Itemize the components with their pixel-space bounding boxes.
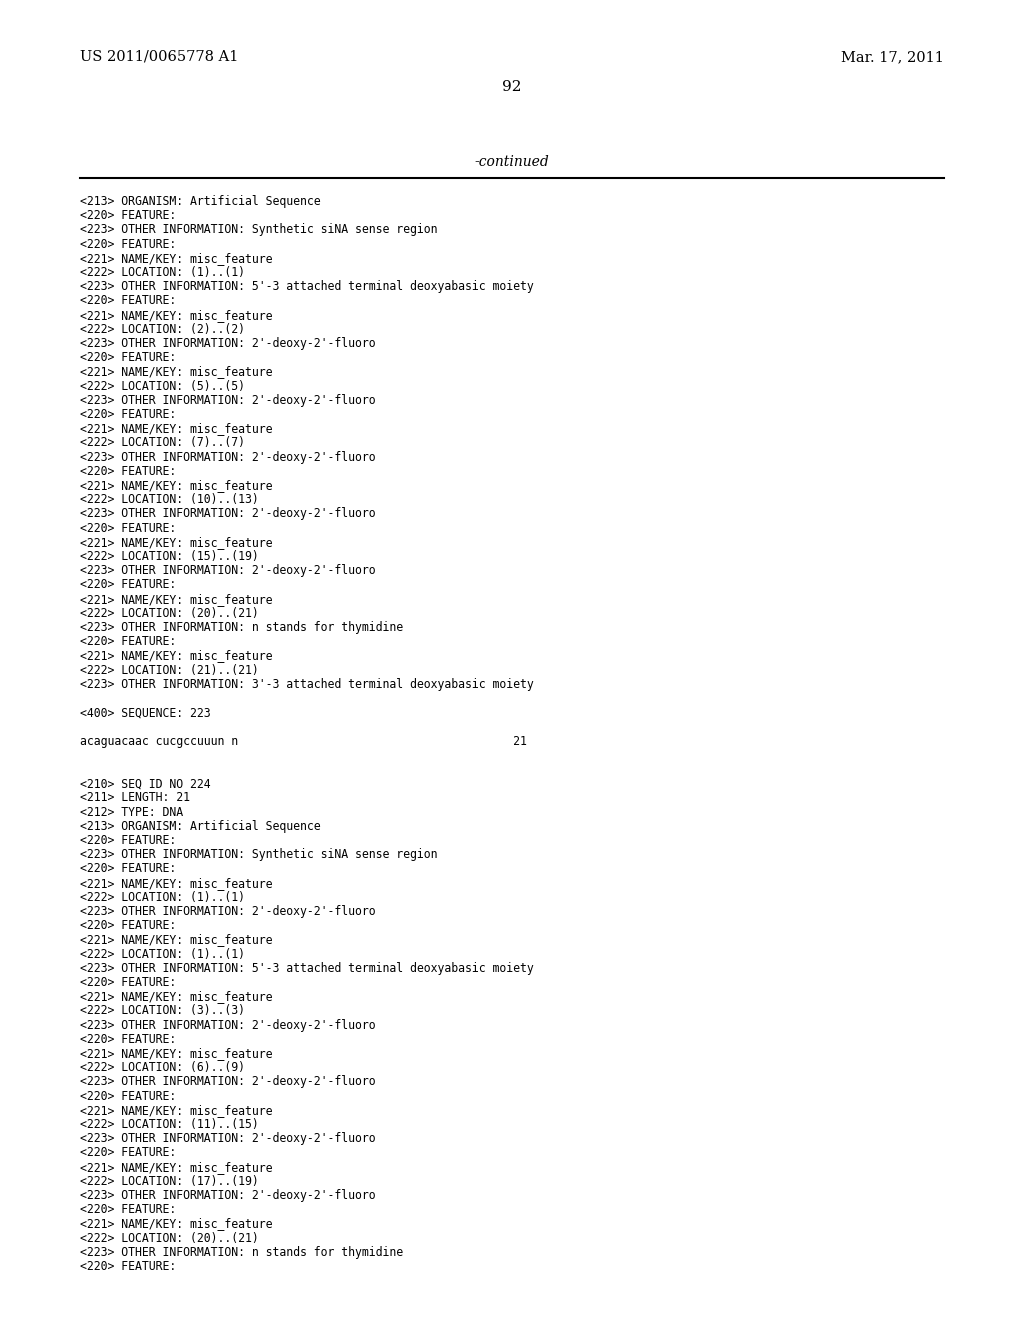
Text: <221> NAME/KEY: misc_feature: <221> NAME/KEY: misc_feature bbox=[80, 1047, 272, 1060]
Text: <222> LOCATION: (17)..(19): <222> LOCATION: (17)..(19) bbox=[80, 1175, 259, 1188]
Text: <221> NAME/KEY: misc_feature: <221> NAME/KEY: misc_feature bbox=[80, 309, 272, 322]
Text: <400> SEQUENCE: 223: <400> SEQUENCE: 223 bbox=[80, 706, 211, 719]
Text: <222> LOCATION: (20)..(21): <222> LOCATION: (20)..(21) bbox=[80, 1232, 259, 1245]
Text: <212> TYPE: DNA: <212> TYPE: DNA bbox=[80, 805, 183, 818]
Text: <223> OTHER INFORMATION: Synthetic siNA sense region: <223> OTHER INFORMATION: Synthetic siNA … bbox=[80, 223, 437, 236]
Text: <222> LOCATION: (7)..(7): <222> LOCATION: (7)..(7) bbox=[80, 437, 245, 449]
Text: 92: 92 bbox=[502, 81, 522, 94]
Text: <220> FEATURE:: <220> FEATURE: bbox=[80, 1089, 176, 1102]
Text: <222> LOCATION: (11)..(15): <222> LOCATION: (11)..(15) bbox=[80, 1118, 259, 1131]
Text: <223> OTHER INFORMATION: 3'-3 attached terminal deoxyabasic moiety: <223> OTHER INFORMATION: 3'-3 attached t… bbox=[80, 677, 534, 690]
Text: <222> LOCATION: (5)..(5): <222> LOCATION: (5)..(5) bbox=[80, 380, 245, 392]
Text: US 2011/0065778 A1: US 2011/0065778 A1 bbox=[80, 50, 239, 63]
Text: <223> OTHER INFORMATION: n stands for thymidine: <223> OTHER INFORMATION: n stands for th… bbox=[80, 1246, 403, 1259]
Text: <223> OTHER INFORMATION: n stands for thymidine: <223> OTHER INFORMATION: n stands for th… bbox=[80, 620, 403, 634]
Text: <220> FEATURE:: <220> FEATURE: bbox=[80, 465, 176, 478]
Text: -continued: -continued bbox=[475, 154, 549, 169]
Text: <221> NAME/KEY: misc_feature: <221> NAME/KEY: misc_feature bbox=[80, 933, 272, 946]
Text: <223> OTHER INFORMATION: 2'-deoxy-2'-fluoro: <223> OTHER INFORMATION: 2'-deoxy-2'-flu… bbox=[80, 1189, 376, 1203]
Text: <221> NAME/KEY: misc_feature: <221> NAME/KEY: misc_feature bbox=[80, 649, 272, 663]
Text: <223> OTHER INFORMATION: 2'-deoxy-2'-fluoro: <223> OTHER INFORMATION: 2'-deoxy-2'-flu… bbox=[80, 564, 376, 577]
Text: <220> FEATURE:: <220> FEATURE: bbox=[80, 1146, 176, 1159]
Text: <220> FEATURE:: <220> FEATURE: bbox=[80, 1032, 176, 1045]
Text: <221> NAME/KEY: misc_feature: <221> NAME/KEY: misc_feature bbox=[80, 1160, 272, 1173]
Text: <222> LOCATION: (6)..(9): <222> LOCATION: (6)..(9) bbox=[80, 1061, 245, 1074]
Text: <220> FEATURE:: <220> FEATURE: bbox=[80, 919, 176, 932]
Text: <222> LOCATION: (1)..(1): <222> LOCATION: (1)..(1) bbox=[80, 267, 245, 279]
Text: <220> FEATURE:: <220> FEATURE: bbox=[80, 209, 176, 222]
Text: <223> OTHER INFORMATION: 2'-deoxy-2'-fluoro: <223> OTHER INFORMATION: 2'-deoxy-2'-flu… bbox=[80, 1076, 376, 1089]
Text: <222> LOCATION: (3)..(3): <222> LOCATION: (3)..(3) bbox=[80, 1005, 245, 1018]
Text: <220> FEATURE:: <220> FEATURE: bbox=[80, 1204, 176, 1216]
Text: <223> OTHER INFORMATION: 2'-deoxy-2'-fluoro: <223> OTHER INFORMATION: 2'-deoxy-2'-flu… bbox=[80, 1019, 376, 1032]
Text: <223> OTHER INFORMATION: 2'-deoxy-2'-fluoro: <223> OTHER INFORMATION: 2'-deoxy-2'-flu… bbox=[80, 507, 376, 520]
Text: <223> OTHER INFORMATION: 2'-deoxy-2'-fluoro: <223> OTHER INFORMATION: 2'-deoxy-2'-flu… bbox=[80, 450, 376, 463]
Text: <220> FEATURE:: <220> FEATURE: bbox=[80, 578, 176, 591]
Text: <221> NAME/KEY: misc_feature: <221> NAME/KEY: misc_feature bbox=[80, 536, 272, 549]
Text: <223> OTHER INFORMATION: 2'-deoxy-2'-fluoro: <223> OTHER INFORMATION: 2'-deoxy-2'-flu… bbox=[80, 393, 376, 407]
Text: <220> FEATURE:: <220> FEATURE: bbox=[80, 294, 176, 308]
Text: acaguacaac cucgccuuun n                                        21: acaguacaac cucgccuuun n 21 bbox=[80, 735, 527, 747]
Text: <222> LOCATION: (1)..(1): <222> LOCATION: (1)..(1) bbox=[80, 948, 245, 961]
Text: <220> FEATURE:: <220> FEATURE: bbox=[80, 238, 176, 251]
Text: <221> NAME/KEY: misc_feature: <221> NAME/KEY: misc_feature bbox=[80, 1104, 272, 1117]
Text: <220> FEATURE:: <220> FEATURE: bbox=[80, 1261, 176, 1272]
Text: <220> FEATURE:: <220> FEATURE: bbox=[80, 521, 176, 535]
Text: <221> NAME/KEY: misc_feature: <221> NAME/KEY: misc_feature bbox=[80, 876, 272, 890]
Text: <223> OTHER INFORMATION: 5'-3 attached terminal deoxyabasic moiety: <223> OTHER INFORMATION: 5'-3 attached t… bbox=[80, 280, 534, 293]
Text: <221> NAME/KEY: misc_feature: <221> NAME/KEY: misc_feature bbox=[80, 593, 272, 606]
Text: <221> NAME/KEY: misc_feature: <221> NAME/KEY: misc_feature bbox=[80, 366, 272, 379]
Text: <222> LOCATION: (20)..(21): <222> LOCATION: (20)..(21) bbox=[80, 607, 259, 620]
Text: <222> LOCATION: (15)..(19): <222> LOCATION: (15)..(19) bbox=[80, 550, 259, 564]
Text: Mar. 17, 2011: Mar. 17, 2011 bbox=[841, 50, 944, 63]
Text: <220> FEATURE:: <220> FEATURE: bbox=[80, 862, 176, 875]
Text: <220> FEATURE:: <220> FEATURE: bbox=[80, 975, 176, 989]
Text: <222> LOCATION: (2)..(2): <222> LOCATION: (2)..(2) bbox=[80, 323, 245, 335]
Text: <211> LENGTH: 21: <211> LENGTH: 21 bbox=[80, 792, 190, 804]
Text: <222> LOCATION: (21)..(21): <222> LOCATION: (21)..(21) bbox=[80, 664, 259, 677]
Text: <222> LOCATION: (10)..(13): <222> LOCATION: (10)..(13) bbox=[80, 494, 259, 506]
Text: <221> NAME/KEY: misc_feature: <221> NAME/KEY: misc_feature bbox=[80, 1217, 272, 1230]
Text: <213> ORGANISM: Artificial Sequence: <213> ORGANISM: Artificial Sequence bbox=[80, 820, 321, 833]
Text: <221> NAME/KEY: misc_feature: <221> NAME/KEY: misc_feature bbox=[80, 479, 272, 492]
Text: <220> FEATURE:: <220> FEATURE: bbox=[80, 408, 176, 421]
Text: <221> NAME/KEY: misc_feature: <221> NAME/KEY: misc_feature bbox=[80, 252, 272, 265]
Text: <221> NAME/KEY: misc_feature: <221> NAME/KEY: misc_feature bbox=[80, 990, 272, 1003]
Text: <221> NAME/KEY: misc_feature: <221> NAME/KEY: misc_feature bbox=[80, 422, 272, 436]
Text: <220> FEATURE:: <220> FEATURE: bbox=[80, 351, 176, 364]
Text: <223> OTHER INFORMATION: 2'-deoxy-2'-fluoro: <223> OTHER INFORMATION: 2'-deoxy-2'-flu… bbox=[80, 1133, 376, 1146]
Text: <220> FEATURE:: <220> FEATURE: bbox=[80, 834, 176, 847]
Text: <222> LOCATION: (1)..(1): <222> LOCATION: (1)..(1) bbox=[80, 891, 245, 904]
Text: <220> FEATURE:: <220> FEATURE: bbox=[80, 635, 176, 648]
Text: <210> SEQ ID NO 224: <210> SEQ ID NO 224 bbox=[80, 777, 211, 791]
Text: <213> ORGANISM: Artificial Sequence: <213> ORGANISM: Artificial Sequence bbox=[80, 195, 321, 209]
Text: <223> OTHER INFORMATION: Synthetic siNA sense region: <223> OTHER INFORMATION: Synthetic siNA … bbox=[80, 849, 437, 861]
Text: <223> OTHER INFORMATION: 2'-deoxy-2'-fluoro: <223> OTHER INFORMATION: 2'-deoxy-2'-flu… bbox=[80, 337, 376, 350]
Text: <223> OTHER INFORMATION: 2'-deoxy-2'-fluoro: <223> OTHER INFORMATION: 2'-deoxy-2'-flu… bbox=[80, 906, 376, 917]
Text: <223> OTHER INFORMATION: 5'-3 attached terminal deoxyabasic moiety: <223> OTHER INFORMATION: 5'-3 attached t… bbox=[80, 962, 534, 974]
